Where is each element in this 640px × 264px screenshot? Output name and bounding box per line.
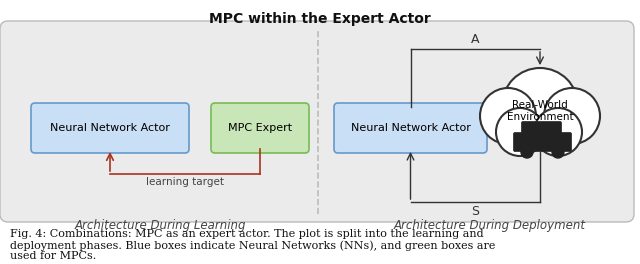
Text: MPC Expert: MPC Expert [228, 123, 292, 133]
FancyBboxPatch shape [211, 103, 309, 153]
FancyBboxPatch shape [31, 103, 189, 153]
Circle shape [544, 88, 600, 144]
Circle shape [521, 146, 533, 158]
Text: Real-World
Environment: Real-World Environment [507, 100, 573, 122]
Text: learning target: learning target [146, 177, 224, 187]
Circle shape [496, 108, 544, 156]
Text: MPC within the Expert Actor: MPC within the Expert Actor [209, 12, 431, 26]
Text: used for MPCs.: used for MPCs. [10, 251, 96, 261]
FancyBboxPatch shape [334, 103, 487, 153]
FancyBboxPatch shape [513, 133, 572, 152]
Text: Architecture During Deployment: Architecture During Deployment [394, 219, 586, 232]
Text: Fig. 4: Combinations: MPC as an expert actor. The plot is split into the learnin: Fig. 4: Combinations: MPC as an expert a… [10, 229, 484, 239]
Circle shape [534, 108, 582, 156]
FancyBboxPatch shape [522, 121, 561, 136]
Text: Neural Network Actor: Neural Network Actor [351, 123, 470, 133]
Circle shape [552, 146, 564, 158]
Text: deployment phases. Blue boxes indicate Neural Networks (NNs), and green boxes ar: deployment phases. Blue boxes indicate N… [10, 240, 495, 251]
Text: Neural Network Actor: Neural Network Actor [50, 123, 170, 133]
Text: S: S [471, 205, 479, 218]
Circle shape [502, 68, 578, 144]
Circle shape [480, 88, 536, 144]
Text: Architecture During Learning: Architecture During Learning [74, 219, 246, 232]
Text: A: A [471, 33, 479, 46]
FancyBboxPatch shape [0, 21, 634, 222]
